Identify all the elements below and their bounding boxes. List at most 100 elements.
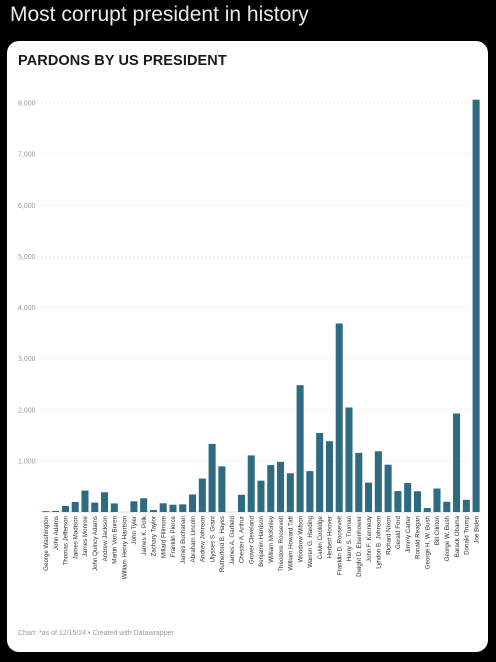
chart-title: PARDONS BY US PRESIDENT (18, 53, 227, 69)
category-label: Harry S. Truman (346, 515, 353, 561)
bar (433, 488, 441, 512)
category-label: James Madison (72, 515, 79, 559)
bar (325, 441, 333, 512)
category-label: Andrew Jackson (102, 515, 109, 561)
category-labels: George Washington John Adams Thomas Jeffer… (43, 515, 480, 579)
category-label: Zachary Taylor (151, 516, 158, 556)
bar (159, 503, 167, 512)
bar (286, 473, 294, 512)
post-text: Most corrupt president in history (10, 3, 309, 26)
category-label: Martin Van Buren (112, 515, 119, 563)
category-label: Benjamin Harrison (258, 515, 265, 566)
bar (247, 455, 255, 512)
category-label: William Howard Taft (288, 516, 295, 571)
category-label: Rutherford B. Hayes (219, 516, 226, 572)
category-label: Jimmy Carter (405, 516, 412, 553)
bar (91, 502, 99, 512)
y-tick-label: 6,000 (18, 203, 36, 210)
bar (71, 501, 79, 512)
bar (472, 99, 480, 512)
category-label: William Henry Harrison (121, 515, 128, 579)
category-label: James Buchanan (180, 515, 187, 563)
bar (140, 498, 148, 512)
bar (355, 452, 363, 512)
category-label: George H. W. Bush (424, 515, 431, 569)
bar (384, 464, 392, 512)
bar (267, 465, 275, 512)
category-label: Chester A. Arthur (239, 516, 246, 563)
category-label: Bill Clinton (434, 515, 441, 545)
bar (365, 482, 373, 512)
category-label: Donald Trump (464, 515, 471, 554)
y-tick-label: 3,000 (18, 356, 36, 363)
y-tick-label: 4,000 (18, 305, 36, 312)
bar (130, 501, 138, 512)
bar (404, 483, 412, 512)
category-label: Lyndon B. Johnson (376, 515, 383, 568)
y-tick-label: 1,000 (18, 458, 36, 465)
bar (277, 461, 285, 512)
bar (218, 466, 226, 512)
category-label: Woodrow Wilson (297, 515, 304, 562)
bar (61, 505, 69, 512)
category-label: Calvin Coolidge (317, 515, 324, 559)
bar (443, 501, 451, 512)
category-label: George Washington (43, 515, 50, 570)
category-label: William McKinley (268, 515, 275, 563)
bar (208, 443, 216, 512)
bar (345, 407, 353, 512)
gridlines (41, 102, 481, 513)
category-label: Grover Cleveland (248, 515, 255, 564)
category-label: Franklin D. Roosevelt (336, 516, 343, 575)
category-label: Herbert Hoover (327, 516, 334, 558)
category-label: Joe Biden (473, 515, 480, 543)
category-label: James K. Polk (141, 515, 148, 555)
category-label: Abraham Lincoln (190, 515, 197, 562)
bar (296, 385, 304, 512)
category-label: Andrew Johnson (200, 515, 207, 562)
bar (110, 503, 118, 512)
category-label: James Monroe (82, 515, 89, 556)
category-label: Richard Nixon (385, 515, 392, 554)
bar (52, 510, 60, 512)
category-label: Warren G. Harding (307, 515, 314, 567)
category-label: Theodore Roosevelt (278, 516, 285, 572)
bar-chart: 8,000 7,000 6,000 5,000 4,000 3,000 2,000 1,000… (18, 99, 481, 579)
y-tick-label: 2,000 (18, 407, 36, 414)
bar (237, 494, 245, 512)
bar (149, 510, 157, 512)
chart-card: 8,000 7,000 6,000 5,000 4,000 3,000 2,000 1,000… (7, 41, 488, 652)
y-axis-ticks: 8,000 7,000 6,000 5,000 4,000 3,000 2,000 1,000 (18, 101, 36, 466)
category-label: George W. Bush (444, 515, 451, 561)
y-tick-label: 7,000 (18, 152, 36, 159)
category-label: John Tyler (131, 516, 138, 544)
category-label: Franklin Pierce (170, 515, 177, 557)
bar (423, 508, 431, 512)
category-label: Thomas Jefferson (63, 515, 70, 565)
y-tick-label: 5,000 (18, 254, 36, 261)
bar (189, 494, 197, 512)
bar (316, 433, 324, 512)
bar (413, 491, 421, 512)
bar (179, 504, 187, 512)
category-label: John Adams (53, 516, 60, 550)
category-label: James A. Garfield (229, 515, 236, 564)
category-label: Gerald Ford (395, 515, 402, 549)
bar (462, 499, 470, 512)
bar (394, 491, 402, 512)
category-label: John Quincy Adams (92, 516, 99, 571)
bar (101, 492, 109, 512)
category-label: Barack Obama (454, 515, 461, 557)
bar (374, 451, 382, 512)
y-tick-label: 8,000 (18, 101, 36, 108)
category-label: Dwight D. Eisenhower (356, 516, 363, 577)
bar (335, 323, 343, 512)
chart-footer: Chart: *as of 12/15/24 • Created with Da… (18, 630, 174, 637)
bar (257, 480, 265, 512)
bar (198, 478, 206, 512)
bar (42, 511, 50, 512)
bar (453, 413, 461, 512)
category-label: Millard Fillmore (160, 515, 167, 557)
category-label: John F. Kennedy (366, 515, 373, 562)
category-label: Ronald Reagan (415, 515, 422, 559)
